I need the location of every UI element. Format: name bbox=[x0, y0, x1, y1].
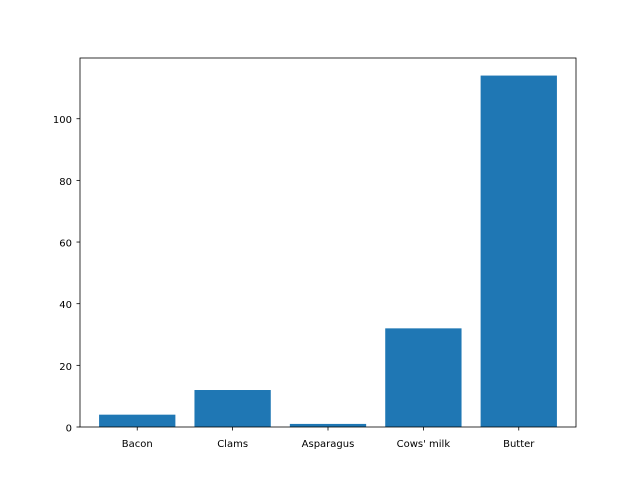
y-tick-label: 60 bbox=[59, 239, 72, 250]
bar bbox=[480, 75, 557, 428]
bar bbox=[194, 390, 271, 427]
bar bbox=[385, 328, 462, 427]
y-tick-label: 80 bbox=[59, 177, 72, 188]
y-tick-label: 0 bbox=[66, 424, 72, 435]
x-tick-label: Butter bbox=[503, 439, 535, 450]
bar bbox=[99, 414, 176, 427]
y-tick-label: 20 bbox=[59, 362, 72, 373]
bar bbox=[289, 423, 367, 427]
plot-area: Bacon Clams Asparagus Cows' milk Butter 0 20 40… bbox=[53, 57, 577, 450]
y-tick-label: 40 bbox=[59, 300, 72, 311]
x-tick-label: Bacon bbox=[122, 439, 153, 450]
x-tick-label: Asparagus bbox=[302, 439, 355, 450]
y-tick-label: 100 bbox=[53, 115, 72, 126]
x-tick-label: Cows' milk bbox=[397, 439, 451, 450]
x-tick-label: Clams bbox=[217, 439, 248, 450]
